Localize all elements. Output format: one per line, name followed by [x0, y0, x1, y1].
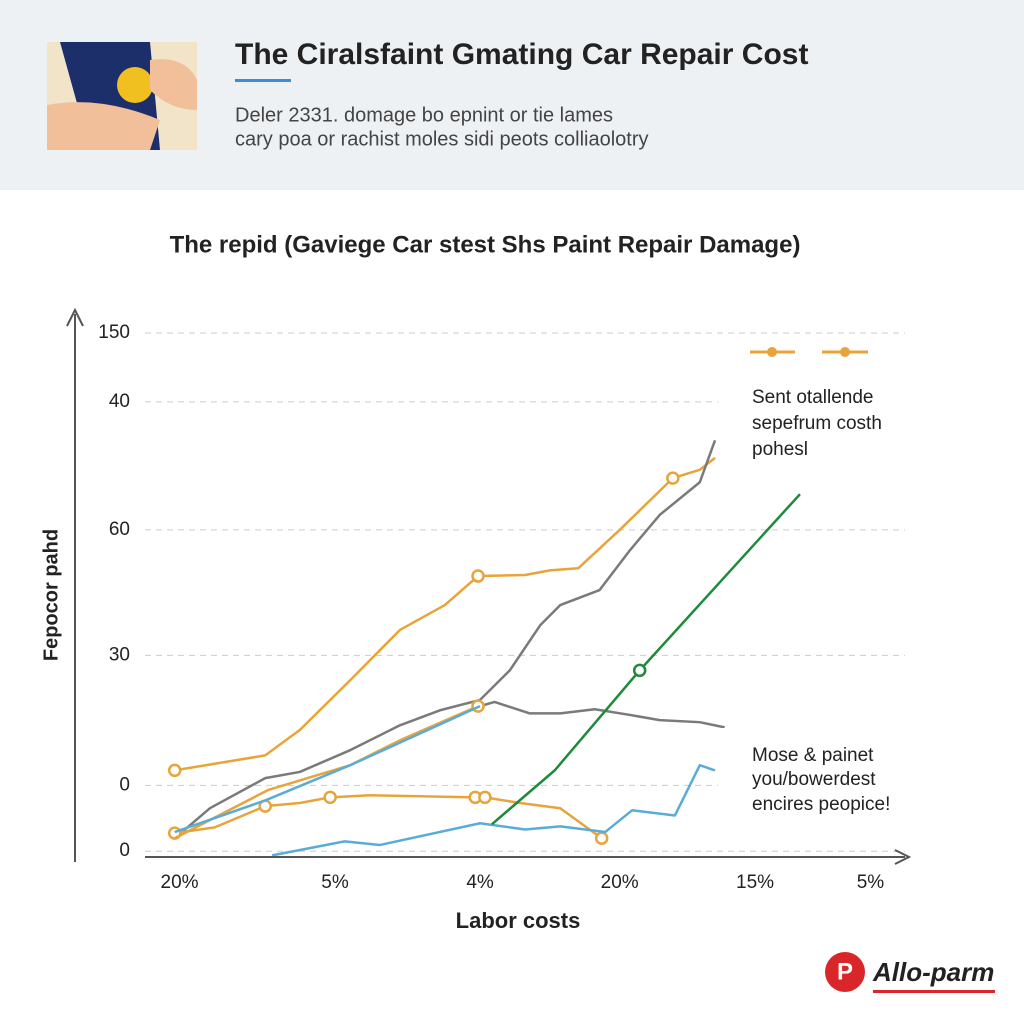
y-tick-label: 60: [109, 519, 130, 540]
chart-title: The repid (Gaviege Car stest Shs Paint R…: [170, 231, 801, 258]
logo-text: Allo-parm: [872, 957, 994, 987]
annotation-text: pohesl: [752, 439, 808, 460]
title-underline: [235, 79, 291, 82]
series-line: [174, 794, 603, 840]
annotation-text: sepefrum costh: [752, 413, 882, 434]
x-tick-label: 15%: [736, 872, 774, 893]
x-axis-arrow: [894, 849, 912, 865]
y-tick-label: 0: [119, 840, 130, 861]
point-marker: [167, 763, 182, 778]
annotation-text: you/bowerdest: [752, 769, 876, 790]
y-axis-arrow: [66, 307, 84, 327]
y-axis-label: Fepocor pahd: [40, 529, 62, 661]
x-tick-label: 5%: [321, 872, 349, 893]
x-tick-label: 20%: [161, 872, 199, 893]
header-title: The Ciralsfaint Gmating Car Repair Cost: [235, 38, 808, 71]
annotation-text: Mose & painet: [752, 745, 874, 766]
x-tick-label: 20%: [601, 872, 639, 893]
point-marker: [594, 831, 609, 846]
logo-underline: [873, 990, 995, 993]
series-line: [174, 704, 479, 840]
logo-icon: [825, 952, 865, 992]
annotation-box: [718, 378, 908, 468]
annotation-text: encires peopice!: [752, 794, 890, 815]
series-line: [479, 700, 725, 729]
header-subtitle: cary poa or rachist moles sidi peots col…: [235, 128, 649, 150]
header-image: [47, 42, 197, 150]
y-tick-label: 30: [109, 644, 130, 665]
series-line: [173, 439, 717, 840]
y-tick-label: 0: [119, 774, 130, 795]
point-marker: [323, 790, 337, 805]
annotation-box: [718, 728, 908, 833]
point-marker: [478, 790, 492, 805]
x-axis-label: Labor costs: [456, 908, 581, 933]
point-marker: [666, 471, 680, 485]
logo-icon-text: P: [837, 958, 853, 985]
series-line: [271, 763, 716, 857]
series-line: [174, 456, 716, 772]
plot: 150 40 60 30 0 0 20% 5% 4% 20% 15% 5%: [98, 322, 905, 893]
x-tick-label: 4%: [466, 872, 494, 893]
legend: [750, 347, 868, 357]
x-tick-label: 5%: [857, 872, 885, 893]
series-line: [174, 704, 481, 834]
series-line: [491, 493, 801, 826]
y-tick-label: 150: [98, 322, 130, 343]
point-marker: [471, 569, 485, 583]
point-marker: [632, 663, 647, 678]
y-tick-label: 40: [109, 391, 130, 412]
annotation-text: Sent otallende: [752, 387, 874, 408]
header-subtitle: Deler 2331. domage bo epnint or tie lame…: [235, 104, 613, 126]
